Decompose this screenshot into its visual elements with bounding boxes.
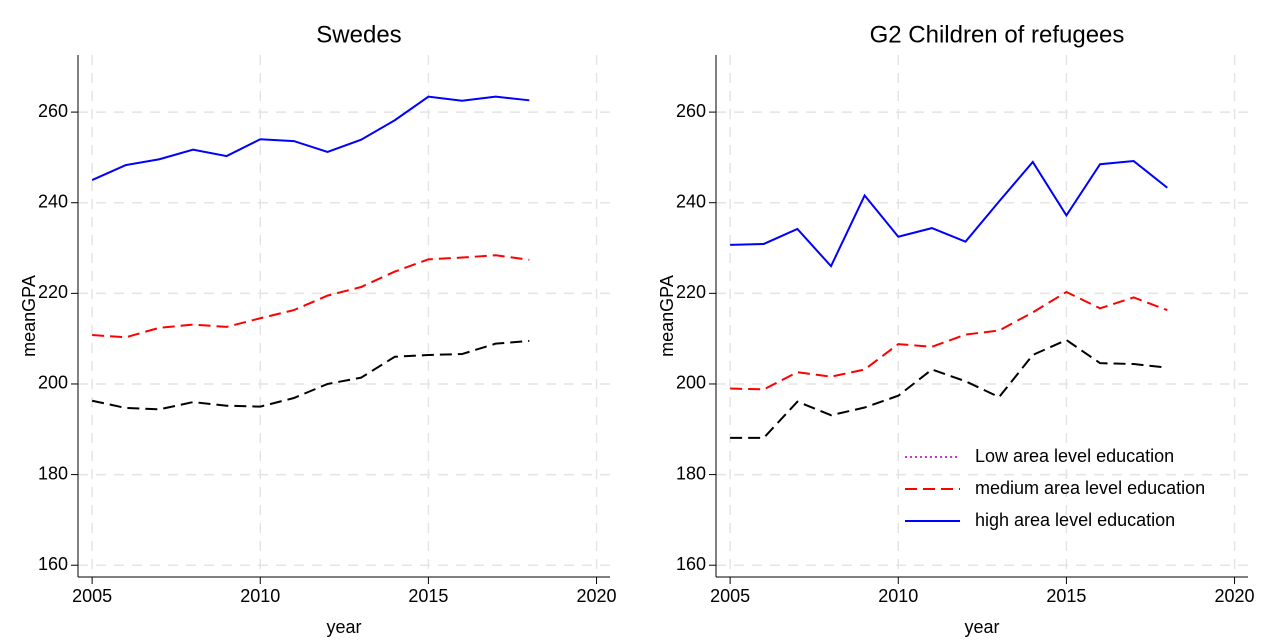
x-tick-label: 2020 — [577, 586, 617, 606]
y-tick-label: 180 — [676, 463, 706, 483]
x-tick-label: 2015 — [408, 586, 448, 606]
x-axis-label: year — [964, 617, 999, 637]
legend-label: Low area level education — [975, 446, 1174, 466]
legend-label: high area level education — [975, 510, 1175, 530]
chart-title: G2 Children of refugees — [870, 21, 1125, 48]
x-tick-label: 2010 — [878, 586, 918, 606]
y-axis-label: meanGPA — [19, 275, 39, 357]
y-tick-label: 220 — [676, 282, 706, 302]
x-tick-label: 2015 — [1046, 586, 1086, 606]
series-line — [730, 290, 1168, 391]
x-tick-label: 2010 — [240, 586, 280, 606]
y-tick-label: 260 — [38, 101, 68, 121]
x-axis-label: year — [326, 617, 361, 637]
series-line — [730, 338, 1168, 439]
series-line — [91, 339, 530, 411]
y-tick-label: 200 — [676, 373, 706, 393]
y-axis-label: meanGPA — [657, 275, 677, 357]
y-tick-label: 180 — [38, 463, 68, 483]
x-tick-label: 2020 — [1215, 586, 1255, 606]
y-tick-label: 160 — [38, 554, 68, 574]
y-tick-label: 240 — [38, 191, 68, 211]
chart-title: Swedes — [316, 21, 401, 48]
series-line — [92, 254, 530, 339]
y-tick-label: 220 — [38, 282, 68, 302]
legend-label: medium area level education — [975, 478, 1205, 498]
series-line — [730, 159, 1168, 268]
y-tick-label: 200 — [38, 373, 68, 393]
x-tick-label: 2005 — [72, 586, 112, 606]
series-line — [91, 95, 530, 181]
y-tick-label: 260 — [676, 101, 706, 121]
x-tick-label: 2005 — [710, 586, 750, 606]
y-tick-label: 240 — [676, 191, 706, 211]
y-tick-label: 160 — [676, 554, 706, 574]
